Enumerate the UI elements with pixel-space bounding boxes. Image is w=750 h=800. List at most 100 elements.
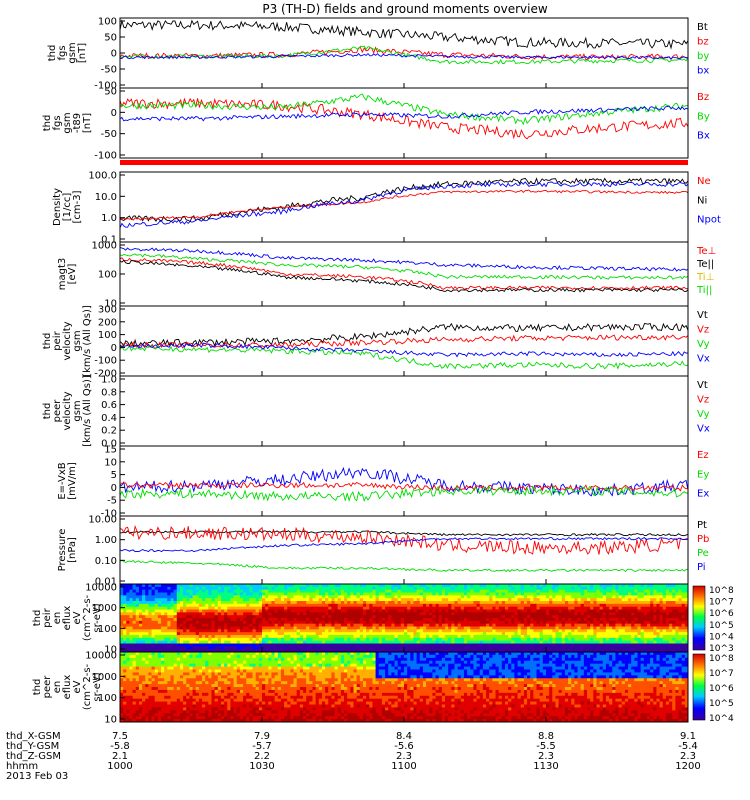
legend-efield-0: Ez	[697, 450, 709, 461]
colorbar-label: 10^8	[709, 654, 734, 664]
ytick-peir_vel: -200	[94, 369, 117, 380]
panel-pressure: Pressure [nPa] Pt Pb Pe Pi 10.00 1.00 0.10 0.01	[57, 515, 709, 588]
ylabel-peir_vel-3: gsm	[72, 330, 83, 351]
ytick-peir_vel: 0	[111, 343, 117, 354]
ytick-fgs_gsm: 50	[104, 87, 117, 98]
ytick-peer_vel: 0.6	[101, 400, 117, 411]
ylabel-fgs-3: [nT]	[77, 43, 88, 63]
colorbar-peir_eflux	[692, 585, 706, 651]
frame-efield	[119, 445, 689, 517]
ylabel-density-0: Density	[52, 188, 63, 226]
ytick-efield: 10	[104, 457, 117, 468]
legend-fgs-0: Bt	[697, 22, 708, 33]
ephem-value: 2.3	[680, 751, 696, 762]
ylabel-peer_vel-0: thd	[42, 403, 53, 420]
quality-flag-bar	[120, 160, 688, 165]
series-temp-1	[119, 253, 689, 280]
ephem-value: 2.3	[396, 751, 412, 762]
ytick-peir_eflux: 10000	[85, 583, 117, 594]
ephem-value: 1100	[391, 761, 416, 772]
series-fgs_gsm-2	[119, 105, 689, 122]
ytick-peer_vel: 0.8	[101, 387, 117, 398]
colorbar-label: 10^7	[709, 669, 734, 679]
legend-peer_vel-2: Vy	[697, 409, 710, 420]
series-temp-3	[119, 259, 689, 293]
ytick-peer_eflux: 1000	[92, 672, 117, 683]
ylabel-efield-0: E=-VxB	[57, 462, 68, 499]
frame-pressure	[119, 515, 689, 585]
series-fgs-0	[119, 19, 689, 50]
ylabel-peir_vel-0: thd	[42, 333, 53, 350]
ytick-pressure: 0.10	[95, 556, 117, 567]
legend-peir_vel-0: Vt	[697, 310, 708, 321]
ytick-efield: 15	[104, 445, 117, 456]
legend-fgs_gsm-1: By	[697, 111, 710, 122]
ytick-fgs: 100	[98, 17, 117, 28]
ytick-density: 1.0	[101, 213, 117, 224]
series-pressure-1	[119, 524, 689, 556]
ytick-pressure: 10.00	[88, 515, 117, 526]
ephem-value: -5.8	[110, 741, 130, 752]
series-fgs-1	[119, 46, 689, 61]
ylabel-peir_vel-2: velocity	[62, 321, 73, 360]
colorbar-label: 10^5	[709, 621, 734, 631]
ylabel-peer_vel-3: gsm	[72, 400, 83, 421]
legend-peir_vel-2: Vy	[697, 339, 710, 350]
ytick-peir_vel: 100	[98, 330, 117, 341]
legend-fgs-3: bx	[697, 66, 709, 77]
colorbar-label: 10^7	[709, 598, 734, 608]
ytick-fgs_gsm: 0	[111, 108, 117, 119]
ylabel-pressure-0: Pressure	[57, 529, 68, 572]
ephem-value: 2.2	[254, 751, 270, 762]
ytick-fgs_gsm: -100	[94, 151, 117, 162]
ylabel-peir_eflux-6: sr-eV)	[92, 603, 103, 632]
legend-temp-2: Ti⊥	[696, 272, 714, 283]
ephem-value: 9.1	[680, 731, 696, 742]
ylabel-fgs-2: gsm	[67, 42, 78, 63]
ytick-efield: 0	[111, 483, 117, 494]
ylabel-fgs_gsm-4: [nT]	[82, 113, 93, 133]
series-peir_vel-3	[119, 342, 689, 358]
legend-pressure-3: Pi	[697, 562, 706, 573]
ylabel-peer_eflux-0: thd	[32, 679, 43, 696]
ephem-label-3: hhmm	[6, 761, 38, 772]
panel-fgs_gsm: thd fgs gsm -t89 [nT] Bz By Bx 50 0 -50 -100	[42, 87, 710, 162]
ylabel-peir_eflux-0: thd	[32, 610, 43, 627]
ephem-value: -5.6	[394, 741, 414, 752]
ytick-density: 10.0	[95, 192, 117, 203]
legend-pressure-2: Pe	[697, 548, 709, 559]
panel-peer_vel: thd peer velocity gsm [km/s (All Qs)] Vt Vz Vy V…	[42, 375, 710, 450]
colorbar-label: 10^6	[709, 609, 734, 619]
ephem-label-4: 2013 Feb 03	[6, 771, 68, 782]
ytick-peer_vel: 0.4	[101, 413, 117, 424]
ylabel-peer_eflux-5: (cm^2-s-	[82, 663, 93, 710]
legend-peer_vel-0: Vt	[697, 380, 708, 391]
series-efield-0	[119, 466, 689, 497]
panel-peir_eflux: thd peir en eflux eV (cm^2-s-sr-eV)10^810^710…	[32, 583, 734, 656]
panel-fgs: thd fgs gsm [nT] Bt bz by bx 100 50 0 -50 -100	[47, 17, 709, 92]
ephem-value: 2.1	[112, 751, 128, 762]
colorbar-label: 10^8	[709, 586, 734, 596]
series-density-0	[119, 177, 689, 223]
ytick-peir_vel: -100	[94, 356, 117, 367]
legend-peir_vel-3: Vx	[697, 354, 710, 365]
ytick-temp: 1000	[92, 241, 117, 252]
colorbar-label: 10^4	[709, 632, 734, 642]
ytick-temp: 10	[104, 299, 117, 310]
series-pressure-3	[119, 560, 689, 573]
ytick-efield: -10	[101, 509, 117, 520]
panel-peir_vel: thd peir velocity gsm [km/s (All Qs)] Vt Vz Vy V…	[42, 305, 710, 380]
series-fgs-2	[119, 45, 689, 65]
series-efield-2	[119, 484, 688, 503]
ephem-value: 7.5	[112, 731, 128, 742]
ytick-fgs: -50	[101, 65, 117, 76]
legend-temp-0: Te⊥	[696, 246, 716, 257]
ytick-efield: 5	[111, 470, 117, 481]
panel-density: Density [1/cc] [cm-3] Ne Ni Npot 100.0 10.0 1.0 0…	[52, 171, 721, 246]
ytick-peer_eflux: 100	[98, 693, 117, 704]
ytick-peir_eflux: 1000	[92, 603, 117, 614]
ephem-value: 2.3	[538, 751, 554, 762]
